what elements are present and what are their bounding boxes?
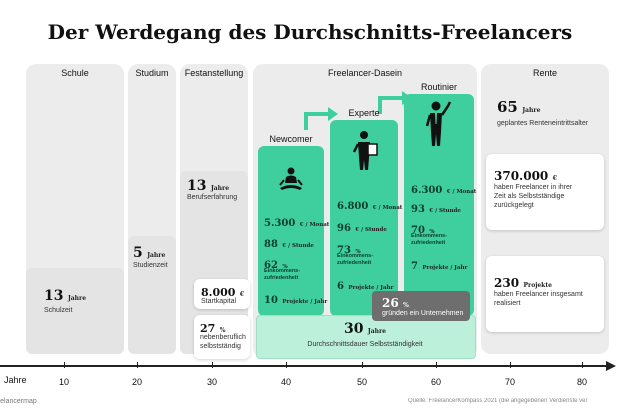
rente-projekte-label-1: haben Freelancer insgesamt bbox=[494, 291, 583, 298]
column-header-rente: Rente bbox=[532, 68, 558, 78]
newcomer-zufrieden-label-2: zufriedenheit bbox=[264, 275, 299, 281]
schulzeit-card bbox=[26, 268, 124, 354]
rente-projekte-card bbox=[486, 256, 604, 332]
routinier-zufrieden-label-2: zufriedenheit bbox=[411, 240, 446, 246]
axis-tick bbox=[362, 362, 363, 368]
newcomer-zufrieden-label-1: Einkommens- bbox=[264, 268, 301, 274]
axis-tick bbox=[137, 362, 138, 368]
studienzeit-value: 5 Jahre bbox=[133, 245, 166, 261]
startkapital-label: Startkapital bbox=[201, 298, 237, 305]
studienzeit-card bbox=[128, 236, 176, 354]
axis-tick-label: 20 bbox=[131, 377, 142, 387]
axis-tick-label: 70 bbox=[504, 377, 515, 387]
experte-projekte: 6 Projekte / Jahr bbox=[337, 281, 394, 292]
column-header-freelancer: Freelancer-Dasein bbox=[327, 68, 403, 78]
schulzeit-value: 13 Jahre bbox=[44, 288, 87, 304]
experte-zufrieden-label-2: zufriedenheit bbox=[337, 260, 372, 266]
dauer-bar bbox=[256, 315, 476, 359]
axis-arrow-icon bbox=[606, 361, 616, 371]
column-header-studium: Studium bbox=[135, 68, 169, 78]
experte-zufrieden: 73 % bbox=[337, 245, 361, 256]
timeline-axis bbox=[0, 365, 612, 367]
newcomer-stunde: 88 € / Stunde bbox=[264, 239, 314, 250]
axis-tick bbox=[582, 362, 583, 368]
startkapital-value: 8.000 € bbox=[201, 286, 245, 299]
axis-label: Jahre bbox=[4, 375, 27, 385]
gruenden-label: gründen ein Unternehmen bbox=[382, 310, 464, 317]
routinier-zufrieden-label-1: Einkommens- bbox=[411, 233, 448, 239]
berufserfahrung-label: Berufserfahrung bbox=[187, 194, 238, 201]
nebenberuflich-card bbox=[194, 315, 250, 359]
arrow-newcomer-to-experte-icon bbox=[304, 107, 338, 130]
axis-tick bbox=[64, 362, 65, 368]
dauer-value: 30 Jahre bbox=[343, 321, 386, 337]
routinier-zufrieden: 70 % bbox=[411, 225, 435, 236]
axis-tick bbox=[510, 362, 511, 368]
meditating-person-icon bbox=[279, 167, 303, 190]
experte-stunde: 96 € / Stunde bbox=[337, 223, 387, 234]
berufserfahrung-value: 13 Jahre bbox=[187, 178, 230, 194]
footer-source: Quelle: FreelancerKompass 2021 (die ange… bbox=[408, 398, 588, 404]
startkapital-card bbox=[194, 279, 250, 309]
studienzeit-label: Studienzeit bbox=[133, 262, 168, 269]
stage-name-routinier: Routinier bbox=[420, 82, 458, 92]
column-header-schule: Schule bbox=[61, 68, 89, 78]
rente-alter-label: geplantes Renteneintrittsalter bbox=[497, 120, 589, 127]
experte-monat: 6.800 € / Monat bbox=[337, 201, 403, 212]
newcomer-zufrieden: 62 % bbox=[264, 260, 288, 271]
axis-tick-label: 60 bbox=[430, 377, 441, 387]
routinier-monat: 6.300 € / Monat bbox=[411, 185, 477, 196]
dauer-label: Durchschnittsdauer Selbstständigkeit bbox=[307, 341, 423, 348]
routinier-projekte: 7 Projekte / Jahr bbox=[411, 261, 468, 272]
gruenden-value: 26 % bbox=[382, 296, 409, 310]
rente-verdienst-label-2: Zeit als Selbstständige bbox=[494, 193, 565, 200]
axis-tick-label: 50 bbox=[356, 377, 367, 387]
rente-alter-value: 65 Jahre bbox=[497, 98, 541, 116]
experte-zufrieden-label-1: Einkommens- bbox=[337, 253, 374, 259]
axis-tick-label: 10 bbox=[58, 377, 69, 387]
axis-tick-label: 80 bbox=[576, 377, 587, 387]
businessman-icon bbox=[425, 101, 452, 146]
newcomer-monat: 5.300 € / Monat bbox=[264, 218, 330, 229]
stage-name-newcomer: Newcomer bbox=[269, 134, 313, 144]
rente-verdienst-label-3: zurückgelegt bbox=[494, 202, 534, 209]
nebenberuflich-label-1: nebenberuflich bbox=[200, 334, 246, 341]
gruenden-card bbox=[372, 291, 470, 321]
rente-verdienst-card bbox=[486, 154, 604, 230]
rente-verdienst-value: 370.000 € bbox=[494, 169, 557, 183]
axis-tick bbox=[286, 362, 287, 368]
column-header-festanstellung: Festanstellung bbox=[184, 68, 244, 78]
schulzeit-label: Schulzeit bbox=[44, 307, 73, 314]
axis-tick-label: 40 bbox=[280, 377, 291, 387]
routinier-stunde: 93 € / Stunde bbox=[411, 204, 461, 215]
axis-tick bbox=[436, 362, 437, 368]
rente-projekte-label-2: realisiert bbox=[494, 300, 521, 307]
rente-verdienst-label-1: haben Freelancer in ihrer bbox=[494, 184, 573, 191]
nebenberuflich-label-2: selbstständig bbox=[200, 343, 241, 350]
footer-logo: freelancermap bbox=[0, 398, 37, 405]
expert-person-icon bbox=[352, 131, 378, 170]
rente-projekte-value: 230 Projekte bbox=[494, 276, 552, 290]
page-title: Der Werdegang des Durchschnitts-Freelanc… bbox=[47, 20, 573, 44]
newcomer-projekte: 10 Projekte / Jahr bbox=[264, 295, 328, 306]
nebenberuflich-value: 27 % bbox=[200, 322, 226, 335]
stage-name-experte: Experte bbox=[348, 108, 380, 118]
axis-tick bbox=[212, 362, 213, 368]
axis-tick-label: 30 bbox=[206, 377, 217, 387]
